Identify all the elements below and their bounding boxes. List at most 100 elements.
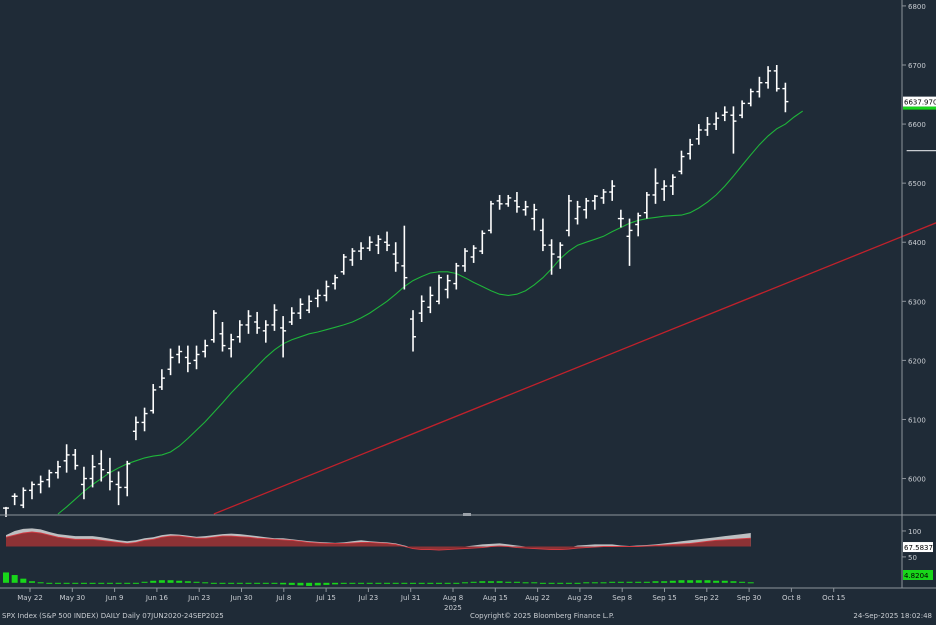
footer-instrument: SPX Index (S&P 500 INDEX) DAILY Daily 07… [2,612,224,620]
histogram-bar [167,580,174,583]
histogram-bar [721,580,728,583]
histogram-bar [297,582,304,586]
histogram-bar [436,582,442,584]
y-tick-label: 6400 [908,239,926,247]
histogram-bar [358,582,365,584]
ma-value-tag [903,106,936,110]
histogram-bar [384,582,391,584]
histogram-bar [176,580,183,583]
histogram-bar [496,581,503,583]
x-tick-label: Jun 16 [145,594,169,602]
x-tick-label: Oct 15 [822,594,845,602]
x-tick-label: Sep 15 [652,594,676,602]
histogram-bar [115,582,122,584]
histogram-bar [245,582,252,584]
histogram-bar [98,582,105,584]
x-tick-label: Jun 30 [229,594,252,602]
x-tick-label: Jul 23 [358,594,379,602]
histogram-bar [522,582,529,584]
histogram-bar [427,582,434,584]
histogram-bar [505,581,512,583]
histogram-bar [401,582,408,584]
histogram-bar [583,582,590,584]
y-tick-label: 6100 [908,416,926,424]
histogram-value-label: 4.8204 [904,572,929,580]
last-price-tag [903,96,936,107]
histogram-bar [548,582,555,584]
oscillator-pane: 67.5837 4.8204 [3,528,933,586]
histogram-bar [461,582,468,584]
histogram-bar [600,582,607,584]
axes: 6000 6100 6200 6300 6400 6500 6600 6700 6800 100 5… [0,0,936,602]
histogram-bar [89,582,96,584]
y-tick-label: 6000 [908,476,926,484]
histogram-bar [349,582,356,584]
histogram-bar [184,581,191,583]
histogram-bar [63,582,70,584]
histogram-bar [565,582,572,584]
osc-value-tag [903,542,933,553]
y-tick-label: 6600 [908,121,926,129]
x-tick-label: Jul 8 [275,594,291,602]
osc-y-tick-label: 100 [908,528,921,536]
histogram-bar [739,581,746,583]
x-tick-label: Sep 30 [737,594,761,602]
histogram-bar [54,582,61,584]
histogram-bar [539,582,546,584]
trendline [213,222,936,515]
histogram-bar [643,581,650,583]
osc-value-label: 67.5837 [904,544,933,552]
moving-average-line [57,110,804,515]
histogram-value-tag [903,570,933,580]
histogram-bar [202,582,209,584]
histogram-bar [193,581,200,583]
histogram-bar [219,582,226,584]
histogram-bar [661,581,668,583]
histogram-bar [713,580,720,583]
histogram-bar [487,581,494,583]
histogram-bar [210,582,217,584]
histogram-bar [626,581,633,583]
histogram-bar [704,580,711,583]
histogram-bar [37,582,44,584]
y-tick-label: 6700 [908,62,926,70]
histogram-bar [236,582,243,584]
histogram-bar [366,582,373,584]
histogram-bar [254,582,261,584]
histogram-bar [323,582,330,585]
histogram-bar [652,581,659,583]
last-price-label: 6637.9702 [904,99,936,107]
histogram-bar [747,582,754,584]
x-tick-label: May 30 [59,594,85,602]
histogram-bar [453,582,460,584]
histogram-bar [262,582,269,584]
histogram-bar [11,575,18,583]
histogram-bar [271,582,278,584]
histogram-bar [124,582,131,584]
histogram-bar [340,582,347,584]
histogram-bar [531,582,538,584]
price-pane: 6637.9702 [3,64,936,517]
year-label: 2025 [444,604,462,612]
histogram-bar [591,582,598,584]
x-tick-label: Aug 15 [483,594,508,602]
x-tick-label: May 22 [17,594,43,602]
x-tick-label: Aug 22 [525,594,550,602]
histogram-bar [46,582,53,584]
histogram-bar [332,582,339,585]
histogram-bar [106,582,113,584]
histogram-bar [3,572,9,583]
x-tick-label: Aug 29 [567,594,592,602]
histogram-bar [609,581,616,583]
histogram-bar [617,581,624,583]
histogram-bar [410,582,417,584]
histogram-bar [574,582,581,584]
histogram-bar [72,582,79,584]
histogram-bar [730,581,737,583]
x-tick-label: Aug 8 [443,594,463,602]
histogram-bar [695,580,702,583]
histogram-bar [392,582,399,584]
x-tick-label: Jul 31 [400,594,421,602]
